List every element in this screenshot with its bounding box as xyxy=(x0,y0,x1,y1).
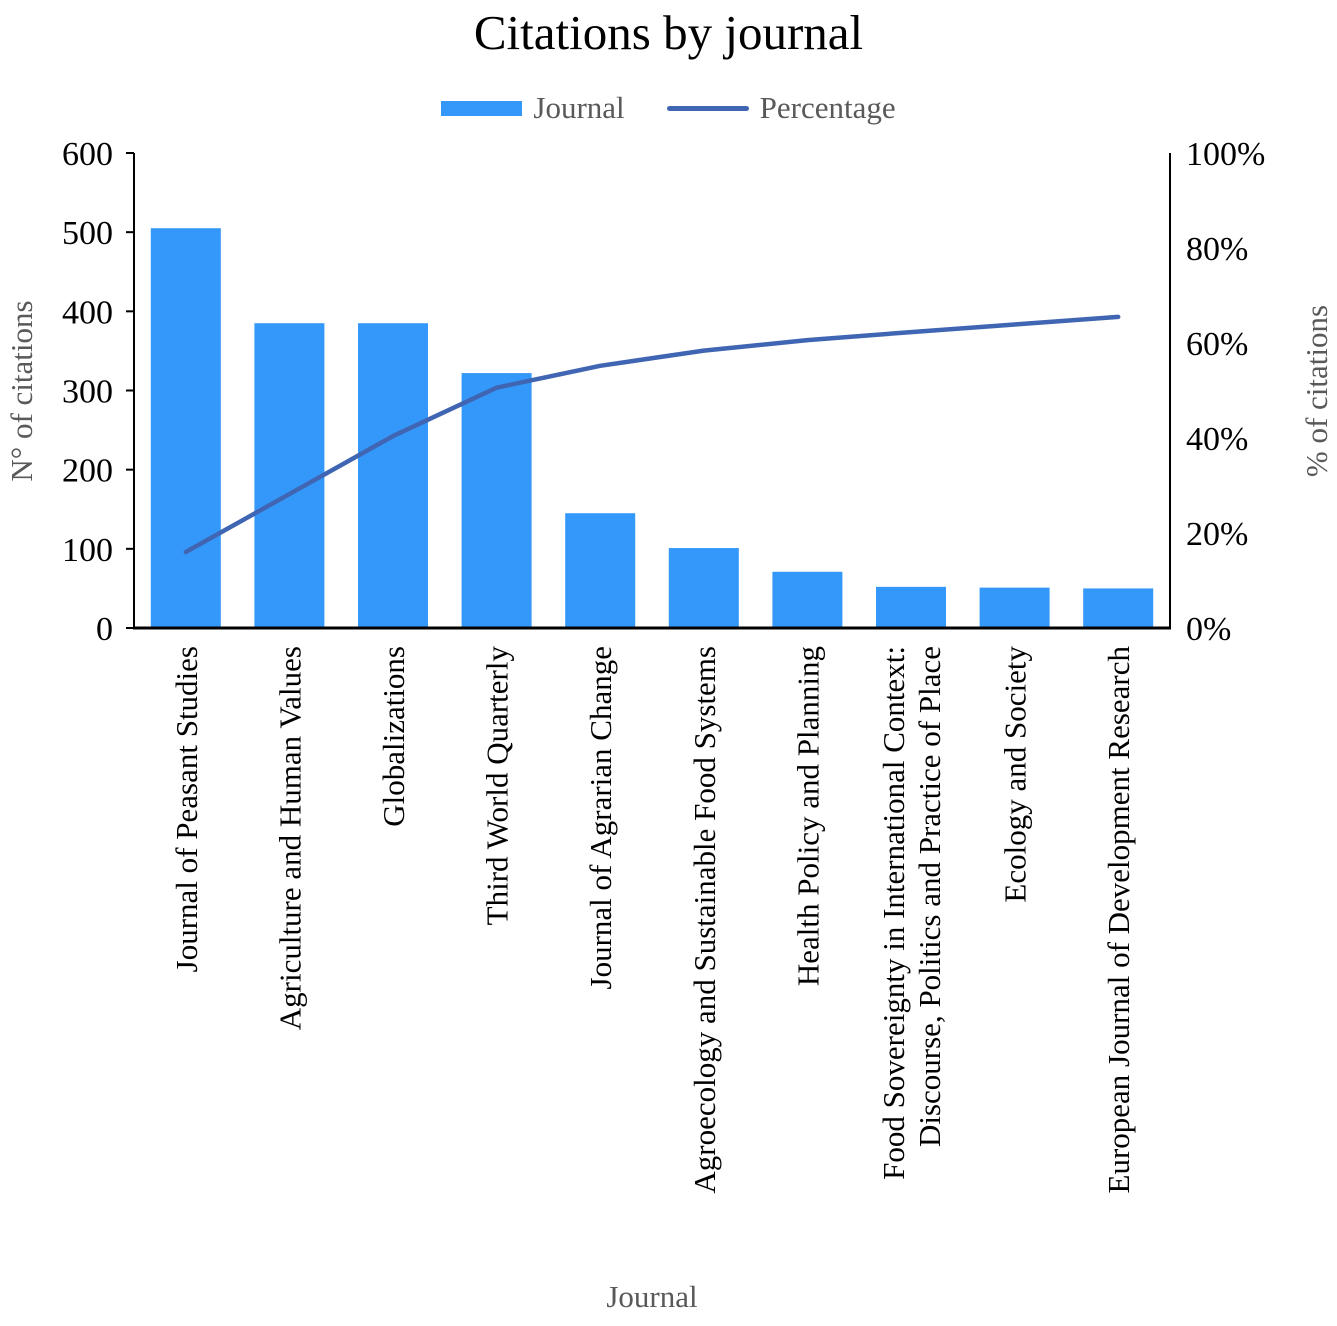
y2-axis-tick-label: 0% xyxy=(1186,611,1231,648)
y-axis-tick-label: 200 xyxy=(62,453,113,490)
legend-label-percentage: Percentage xyxy=(759,90,896,125)
citation-bar xyxy=(565,513,636,628)
y2-axis-tick-label: 60% xyxy=(1186,326,1248,363)
citation-bar xyxy=(876,586,946,628)
legend-item-journal: Journal xyxy=(441,90,625,126)
y-axis-tick-label: 300 xyxy=(62,374,113,411)
y2-axis-tick-label: 40% xyxy=(1186,421,1248,458)
category-label: Journal of Peasant Studies xyxy=(169,646,204,972)
category-label: Journal of Agrarian Change xyxy=(583,646,618,989)
y2-axis-tick-label: 20% xyxy=(1186,516,1248,553)
citation-bar xyxy=(1083,588,1154,628)
y-axis-tick-label: 500 xyxy=(62,215,113,252)
legend-item-percentage: Percentage xyxy=(666,90,896,126)
citation-bar xyxy=(461,373,532,628)
y-axis-tick-label: 400 xyxy=(62,294,113,331)
chart-title: Citations by journal xyxy=(473,5,864,60)
citation-bar xyxy=(358,323,428,628)
category-label: Health Policy and Planning xyxy=(790,646,825,986)
y2-axis-tick-label: 80% xyxy=(1186,231,1248,268)
citation-bar xyxy=(254,323,325,628)
y2-axis-tick-label: 100% xyxy=(1186,136,1265,173)
legend-line-swatch-icon xyxy=(666,105,749,111)
legend-label-journal: Journal xyxy=(533,90,625,125)
citation-bar xyxy=(772,571,843,628)
citation-bar xyxy=(979,587,1050,628)
category-label: Ecology and Society xyxy=(998,646,1033,903)
category-label: Discourse, Politics and Practice of Plac… xyxy=(912,646,947,1147)
category-label: Third World Quarterly xyxy=(480,646,515,926)
category-label: Globalizations xyxy=(376,646,411,827)
legend-bar-swatch-icon xyxy=(441,100,523,116)
category-label: European Journal of Development Research xyxy=(1101,646,1136,1194)
legend: Journal Percentage xyxy=(0,90,1337,126)
y-axis-tick-label: 0 xyxy=(96,611,113,648)
citation-bar xyxy=(150,228,221,629)
y-axis-tick-label: 600 xyxy=(62,136,113,173)
category-label: Food Sovereignty in International Contex… xyxy=(876,646,911,1180)
x-axis-title: Journal xyxy=(606,1279,698,1314)
percentage-line xyxy=(183,314,1121,555)
y-axis-tick-label: 100 xyxy=(62,532,113,569)
category-label: Agroecology and Sustainable Food Systems xyxy=(687,646,722,1194)
citation-bar xyxy=(668,548,739,628)
category-label: Agriculture and Human Values xyxy=(272,646,307,1030)
